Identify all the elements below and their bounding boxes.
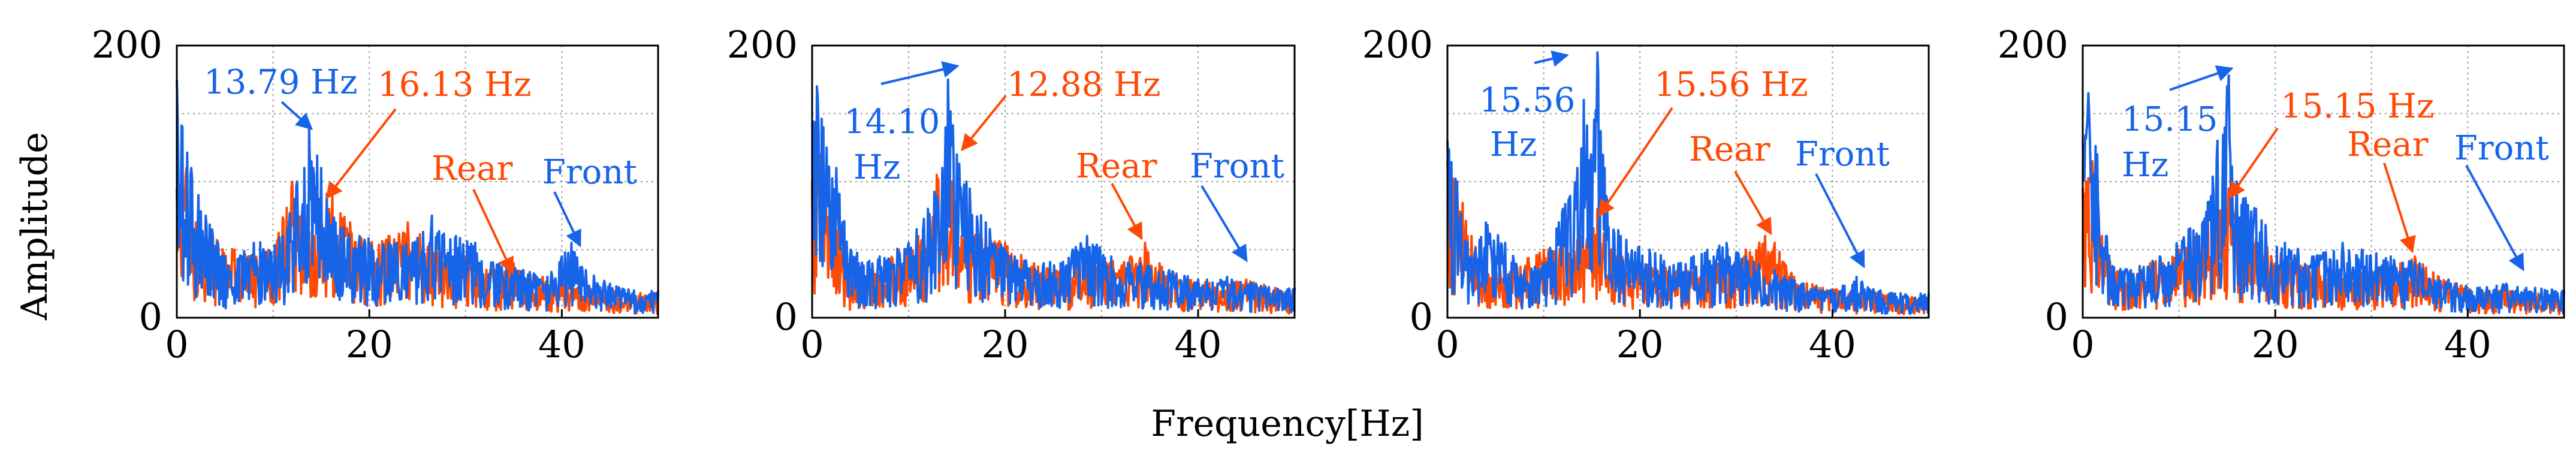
annotation-label: Rear [432, 149, 513, 188]
annotation-arrow [553, 191, 581, 248]
annotation-arrow [325, 108, 397, 200]
x-tick-label: 0 [1435, 323, 1459, 366]
x-tick-label: 40 [1175, 323, 1222, 366]
x-tick-label: 20 [982, 323, 1029, 366]
annotation-label: Front [2454, 129, 2549, 168]
y-tick-label: 200 [1998, 23, 2068, 67]
x-tick-label: 40 [538, 323, 586, 366]
annotation-arrow [2169, 65, 2234, 91]
chart-panel: 0 20 40 0 200 13.79 Hz 16.13 Hz Rear Front [92, 23, 659, 366]
annotation-label: Rear [1076, 147, 1157, 186]
annotation-label: 16.13 Hz [378, 65, 531, 104]
y-tick-label: 0 [1410, 295, 1433, 339]
x-tick-label: 0 [800, 323, 824, 366]
x-tick-label: 20 [1616, 323, 1664, 366]
x-tick-label: 40 [2444, 323, 2491, 366]
x-tick-label: 0 [2071, 323, 2094, 366]
annotation-label: Front [1795, 135, 1890, 174]
x-tick-label: 20 [346, 323, 393, 366]
x-tick-label: 40 [1809, 323, 1856, 366]
annotation-arrow [961, 95, 1007, 152]
annotation-label: Hz [1490, 125, 1537, 164]
plot-frame [176, 44, 659, 319]
annotation-label: 13.79 Hz [204, 63, 357, 102]
annotation-arrow [2383, 162, 2416, 254]
series-line-front [176, 79, 659, 315]
series-line-rear [2082, 160, 2565, 315]
y-tick-label: 200 [727, 23, 798, 67]
annotation-label: 15.15 Hz [2281, 87, 2434, 126]
annotation-label: Front [542, 153, 637, 192]
series-line-front [1446, 51, 1930, 315]
annotation-label: Hz [2122, 146, 2168, 185]
annotation-arrow [2465, 165, 2524, 272]
annotation-label: 14.10 [844, 103, 940, 141]
y-tick-label: 0 [2045, 295, 2068, 339]
plot-frame [2082, 44, 2565, 319]
annotation-arrow [472, 189, 514, 275]
y-tick-label: 200 [92, 23, 162, 67]
plot-frame [811, 44, 1296, 319]
annotation-arrow [2228, 127, 2279, 200]
x-tick-label: 20 [2252, 323, 2299, 366]
annotation-label: 15.56 [1479, 81, 1575, 120]
annotation-label: Hz [853, 148, 900, 187]
y-tick-label: 200 [1362, 23, 1433, 67]
x-axis-label: Frequency[Hz] [1151, 403, 1423, 445]
annotation-arrow [280, 101, 313, 130]
x-tick-label: 0 [165, 323, 188, 366]
series-line-front [2082, 74, 2565, 315]
annotation-arrow [1815, 173, 1865, 269]
annotation-label: Front [1190, 147, 1284, 186]
annotation-arrow [1534, 50, 1569, 67]
annotation-label: 15.56 Hz [1654, 65, 1808, 104]
y-tick-label: 0 [774, 295, 798, 339]
series-line-front [811, 78, 1296, 314]
plot-frame [1446, 44, 1930, 319]
annotation-label: 15.15 [2122, 100, 2218, 139]
series-line-rear [1446, 161, 1930, 315]
annotation-arrow [1111, 183, 1143, 240]
annotation-label: Rear [2347, 125, 2429, 164]
annotation-label: 12.88 Hz [1007, 65, 1160, 104]
y-tick-label: 0 [139, 295, 162, 339]
annotation-arrow [1734, 171, 1772, 236]
annotation-arrow [880, 61, 960, 85]
chart-panel: 0 20 40 0 200 14.10 Hz 12.88 Hz Rear Front [727, 23, 1296, 366]
y-axis-label: Amplitude [14, 132, 56, 321]
chart-panel: 0 20 40 0 200 15.56 Hz 15.56 Hz Rear Front [1362, 23, 1930, 366]
annotation-label: Rear [1689, 130, 1770, 169]
annotation-arrow [1598, 107, 1673, 218]
annotation-arrow [1200, 185, 1248, 263]
